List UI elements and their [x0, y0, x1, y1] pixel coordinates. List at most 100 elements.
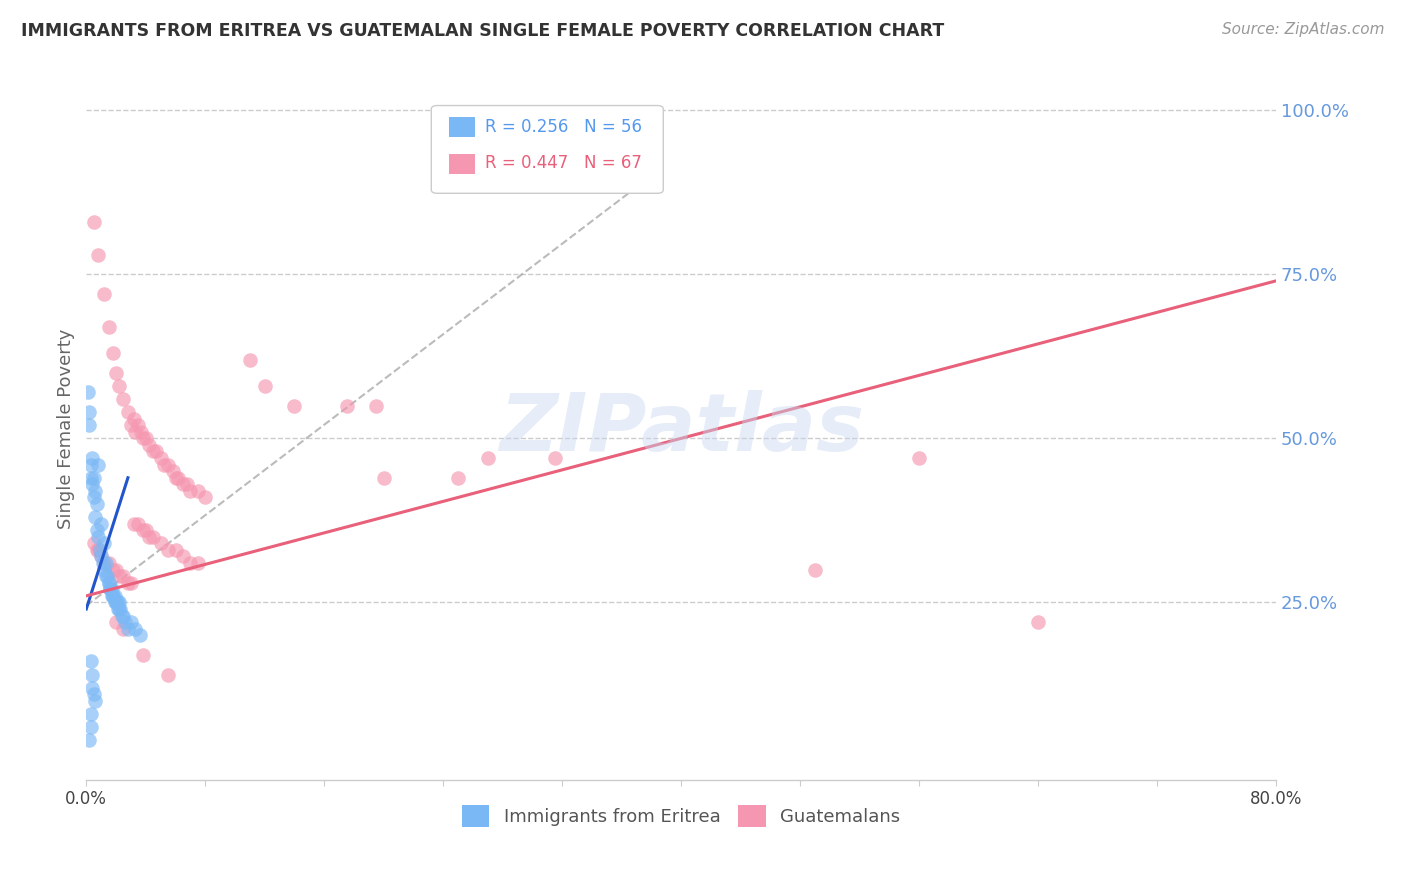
Point: [283, 399, 305, 413]
Point: [165, 543, 187, 558]
Point: [97, 319, 120, 334]
Point: [94, 556, 117, 570]
Point: [112, 608, 135, 623]
Point: [162, 464, 184, 478]
Text: Source: ZipAtlas.com: Source: ZipAtlas.com: [1222, 22, 1385, 37]
Point: [366, 399, 388, 413]
Point: [93, 287, 115, 301]
Point: [253, 379, 276, 393]
Point: [90, 516, 112, 531]
FancyBboxPatch shape: [432, 105, 664, 194]
Point: [101, 346, 124, 360]
Point: [101, 589, 124, 603]
Point: [98, 582, 121, 597]
Point: [110, 602, 132, 616]
Text: IMMIGRANTS FROM ERITREA VS GUATEMALAN SINGLE FEMALE POVERTY CORRELATION CHART: IMMIGRANTS FROM ERITREA VS GUATEMALAN SI…: [21, 22, 945, 40]
Text: ZIPatlas: ZIPatlas: [499, 390, 863, 467]
Legend: Immigrants from Eritrea, Guatemalans: Immigrants from Eritrea, Guatemalans: [456, 797, 907, 834]
Text: R = 0.447   N = 67: R = 0.447 N = 67: [485, 154, 641, 172]
FancyBboxPatch shape: [449, 154, 475, 174]
Point: [122, 411, 145, 425]
Point: [83, 687, 105, 701]
Point: [90, 549, 112, 564]
Point: [89, 543, 111, 558]
Point: [103, 595, 125, 609]
Point: [138, 530, 160, 544]
Point: [93, 563, 115, 577]
Point: [87, 247, 110, 261]
Point: [105, 595, 128, 609]
Point: [111, 608, 134, 623]
Point: [112, 569, 135, 583]
Point: [117, 575, 139, 590]
Point: [131, 425, 153, 439]
Point: [83, 536, 105, 550]
Point: [105, 615, 128, 629]
Point: [124, 425, 146, 439]
Point: [80, 655, 103, 669]
Point: [105, 563, 128, 577]
Point: [105, 366, 128, 380]
Point: [87, 458, 110, 472]
Point: [117, 622, 139, 636]
Point: [187, 483, 209, 498]
Point: [335, 399, 357, 413]
Point: [149, 451, 172, 466]
Point: [135, 523, 157, 537]
Point: [187, 556, 209, 570]
Point: [127, 516, 149, 531]
Point: [120, 418, 142, 433]
Point: [94, 569, 117, 583]
Point: [544, 451, 567, 466]
Point: [76, 385, 98, 400]
Point: [908, 451, 931, 466]
Point: [77, 733, 100, 747]
Point: [132, 648, 155, 662]
Point: [142, 530, 165, 544]
Point: [97, 575, 120, 590]
Point: [172, 477, 194, 491]
Point: [179, 483, 201, 498]
Point: [157, 667, 180, 681]
Point: [86, 497, 108, 511]
Point: [165, 471, 187, 485]
Point: [477, 451, 499, 466]
Point: [135, 431, 157, 445]
Point: [97, 556, 120, 570]
Point: [132, 431, 155, 445]
Point: [80, 458, 103, 472]
Point: [108, 379, 131, 393]
Point: [108, 595, 131, 609]
Point: [84, 694, 107, 708]
Point: [87, 543, 110, 558]
Point: [152, 458, 174, 472]
Point: [86, 523, 108, 537]
Point: [105, 595, 128, 609]
Point: [87, 530, 110, 544]
Point: [82, 451, 104, 466]
Point: [239, 352, 262, 367]
Point: [124, 622, 146, 636]
Point: [101, 563, 124, 577]
Point: [145, 444, 167, 458]
Point: [93, 556, 115, 570]
Point: [804, 563, 827, 577]
Point: [80, 471, 103, 485]
Point: [1026, 615, 1049, 629]
Point: [100, 582, 122, 597]
Point: [447, 471, 470, 485]
Point: [84, 483, 107, 498]
Point: [97, 575, 120, 590]
Point: [128, 628, 150, 642]
Point: [167, 471, 190, 485]
Text: R = 0.256   N = 56: R = 0.256 N = 56: [485, 118, 641, 136]
Point: [373, 471, 395, 485]
Point: [108, 602, 131, 616]
Point: [93, 536, 115, 550]
Point: [122, 516, 145, 531]
Point: [176, 477, 198, 491]
Point: [83, 215, 105, 229]
Point: [77, 405, 100, 419]
Y-axis label: Single Female Poverty: Single Female Poverty: [58, 328, 75, 529]
Point: [91, 556, 114, 570]
